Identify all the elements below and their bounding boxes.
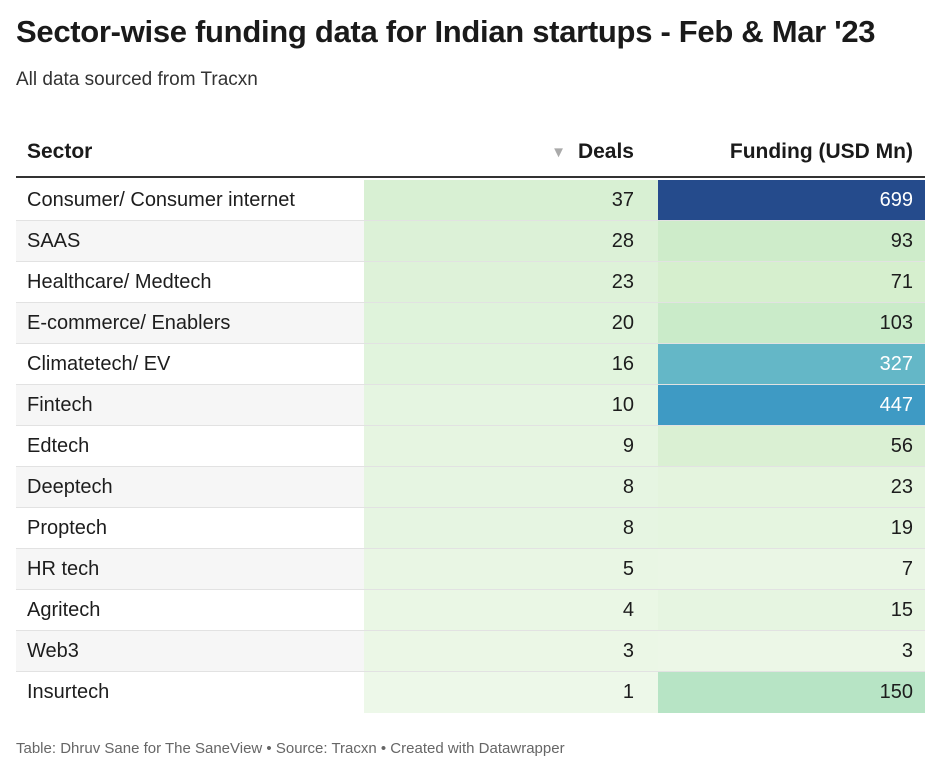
page-title: Sector-wise funding data for Indian star… [16, 14, 876, 49]
funding-cell: 19 [658, 508, 925, 548]
funding-cell: 23 [658, 467, 925, 507]
deals-cell: 16 [364, 344, 658, 384]
sector-cell: Deeptech [16, 467, 364, 507]
sector-cell: Healthcare/ Medtech [27, 270, 212, 293]
deals-cell: 4 [364, 590, 658, 630]
deals-cell: 1 [364, 672, 658, 713]
column-header-deals-label: Deals [577, 140, 634, 163]
table-row: HR tech 5 7 [16, 549, 925, 590]
deals-cell: 28 [364, 221, 658, 261]
table-row: Agritech 4 15 [16, 590, 925, 631]
funding-cell: 103 [658, 303, 925, 343]
table-row: Consumer/ Consumer internet 37 699 [16, 180, 925, 221]
sector-cell: Agritech [27, 598, 101, 621]
funding-cell: 93 [658, 221, 925, 261]
funding-cell: 15 [658, 590, 925, 630]
funding-cell: 56 [658, 426, 925, 466]
table-row: SAAS 28 93 [16, 221, 925, 262]
sector-cell: Climatetech/ EV [27, 352, 171, 375]
table-row: Edtech 9 56 [16, 426, 925, 467]
table-body: Consumer/ Consumer internet 37 699 SAAS 28 93… [16, 180, 925, 713]
column-header-sector[interactable]: Sector [27, 140, 93, 163]
funding-cell: 3 [658, 631, 925, 671]
funding-table: Sector ▼ Deals Funding (USD Mn) Consumer… [16, 128, 925, 713]
deals-cell: 8 [364, 467, 658, 507]
deals-cell: 3 [364, 631, 658, 671]
sort-descending-icon[interactable]: ▼ [551, 143, 566, 161]
funding-cell: 327 [658, 344, 925, 384]
sector-cell: E-commerce/ Enablers [16, 303, 364, 343]
table-header: Sector ▼ Deals Funding (USD Mn) [16, 128, 925, 178]
table-row: Healthcare/ Medtech 23 71 [16, 262, 925, 303]
deals-cell: 9 [364, 426, 658, 466]
sector-cell: Fintech [16, 385, 364, 425]
table-row: Deeptech 8 23 [16, 467, 925, 508]
table-row: Web3 3 3 [16, 631, 925, 672]
column-header-funding[interactable]: Funding (USD Mn) [729, 140, 913, 163]
table-row: Insurtech 1 150 [16, 672, 925, 713]
sector-cell: HR tech [16, 549, 364, 589]
sector-cell: Consumer/ Consumer internet [27, 188, 295, 211]
sector-cell: SAAS [16, 221, 364, 261]
table-row: E-commerce/ Enablers 20 103 [16, 303, 925, 344]
table-row: Proptech 8 19 [16, 508, 925, 549]
column-header-deals[interactable]: ▼ Deals [364, 140, 658, 164]
sector-cell: Edtech [27, 434, 90, 457]
deals-cell: 37 [364, 180, 658, 220]
funding-cell: 447 [658, 385, 925, 425]
deals-cell: 20 [364, 303, 658, 343]
table-row: Fintech 10 447 [16, 385, 925, 426]
sector-cell: Web3 [16, 631, 364, 671]
footer-credits: Table: Dhruv Sane for The SaneView • Sou… [16, 740, 565, 757]
sector-cell: Insurtech [27, 681, 110, 703]
funding-cell: 71 [658, 262, 925, 302]
page-subtitle: All data sourced from Tracxn [16, 69, 258, 90]
funding-cell: 7 [658, 549, 925, 589]
table-row: Climatetech/ EV 16 327 [16, 344, 925, 385]
funding-cell: 150 [658, 672, 925, 713]
deals-cell: 23 [364, 262, 658, 302]
deals-cell: 5 [364, 549, 658, 589]
sector-cell: Proptech [27, 516, 108, 539]
funding-cell: 699 [658, 180, 925, 220]
deals-cell: 10 [364, 385, 658, 425]
deals-cell: 8 [364, 508, 658, 548]
